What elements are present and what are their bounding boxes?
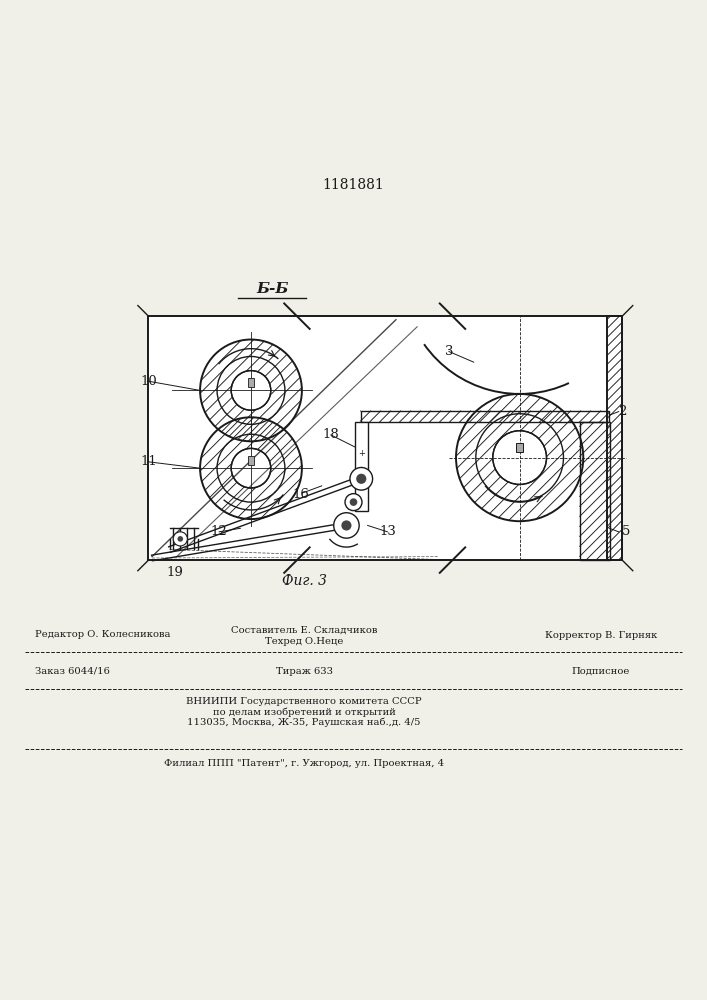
Circle shape	[200, 417, 302, 519]
Circle shape	[231, 448, 271, 488]
Text: 5: 5	[621, 525, 630, 538]
Bar	[355, 422, 368, 511]
Text: Подписное: Подписное	[572, 667, 630, 676]
Circle shape	[345, 494, 362, 511]
Text: Редактор О. Колесникова: Редактор О. Колесникова	[35, 630, 171, 639]
Bar	[247, 378, 255, 387]
Bar	[148, 316, 622, 560]
Bar	[247, 456, 255, 465]
Bar	[516, 443, 523, 452]
Text: +: +	[358, 449, 365, 458]
Text: по делам изобретений и открытий: по делам изобретений и открытий	[213, 707, 395, 717]
Text: Фиг. 3: Фиг. 3	[281, 574, 327, 588]
Circle shape	[200, 340, 302, 441]
Text: 2: 2	[618, 405, 626, 418]
Circle shape	[341, 520, 351, 531]
Circle shape	[334, 513, 359, 538]
Text: Корректор В. Гирняк: Корректор В. Гирняк	[545, 631, 657, 640]
Text: 11: 11	[140, 455, 157, 468]
Circle shape	[493, 431, 547, 484]
Text: 113035, Москва, Ж-35, Раушская наб.,д. 4/5: 113035, Москва, Ж-35, Раушская наб.,д. 4…	[187, 718, 421, 727]
Text: Б-Б: Б-Б	[256, 282, 288, 296]
Bar	[148, 316, 622, 560]
Text: 18: 18	[322, 428, 339, 441]
Circle shape	[350, 498, 357, 506]
Bar	[607, 316, 622, 560]
Text: 1181881: 1181881	[322, 178, 385, 192]
Text: ВНИИПИ Государственного комитета СССР: ВНИИПИ Государственного комитета СССР	[186, 697, 422, 706]
Text: Заказ 6044/16: Заказ 6044/16	[35, 667, 110, 676]
Text: 12: 12	[211, 525, 228, 538]
Circle shape	[456, 394, 583, 521]
Text: 16: 16	[292, 488, 309, 501]
Text: 19: 19	[167, 566, 184, 579]
Circle shape	[173, 532, 187, 546]
Text: Составитель Е. Складчиков: Составитель Е. Складчиков	[230, 626, 378, 635]
Text: Филиал ППП "Патент", г. Ужгород, ул. Проектная, 4: Филиал ППП "Патент", г. Ужгород, ул. Про…	[164, 759, 444, 768]
Bar	[580, 422, 610, 560]
Circle shape	[350, 467, 373, 490]
Text: Тираж 633: Тираж 633	[276, 667, 332, 676]
Text: Техред О.Неце: Техред О.Неце	[265, 637, 343, 646]
Text: 10: 10	[140, 375, 157, 388]
Text: 3: 3	[445, 345, 453, 358]
Bar	[361, 411, 609, 422]
Bar	[580, 422, 610, 560]
Circle shape	[356, 474, 366, 484]
Circle shape	[231, 371, 271, 410]
Circle shape	[177, 536, 183, 542]
Text: +: +	[358, 466, 365, 475]
Bar	[361, 411, 609, 422]
Text: 13: 13	[379, 525, 396, 538]
